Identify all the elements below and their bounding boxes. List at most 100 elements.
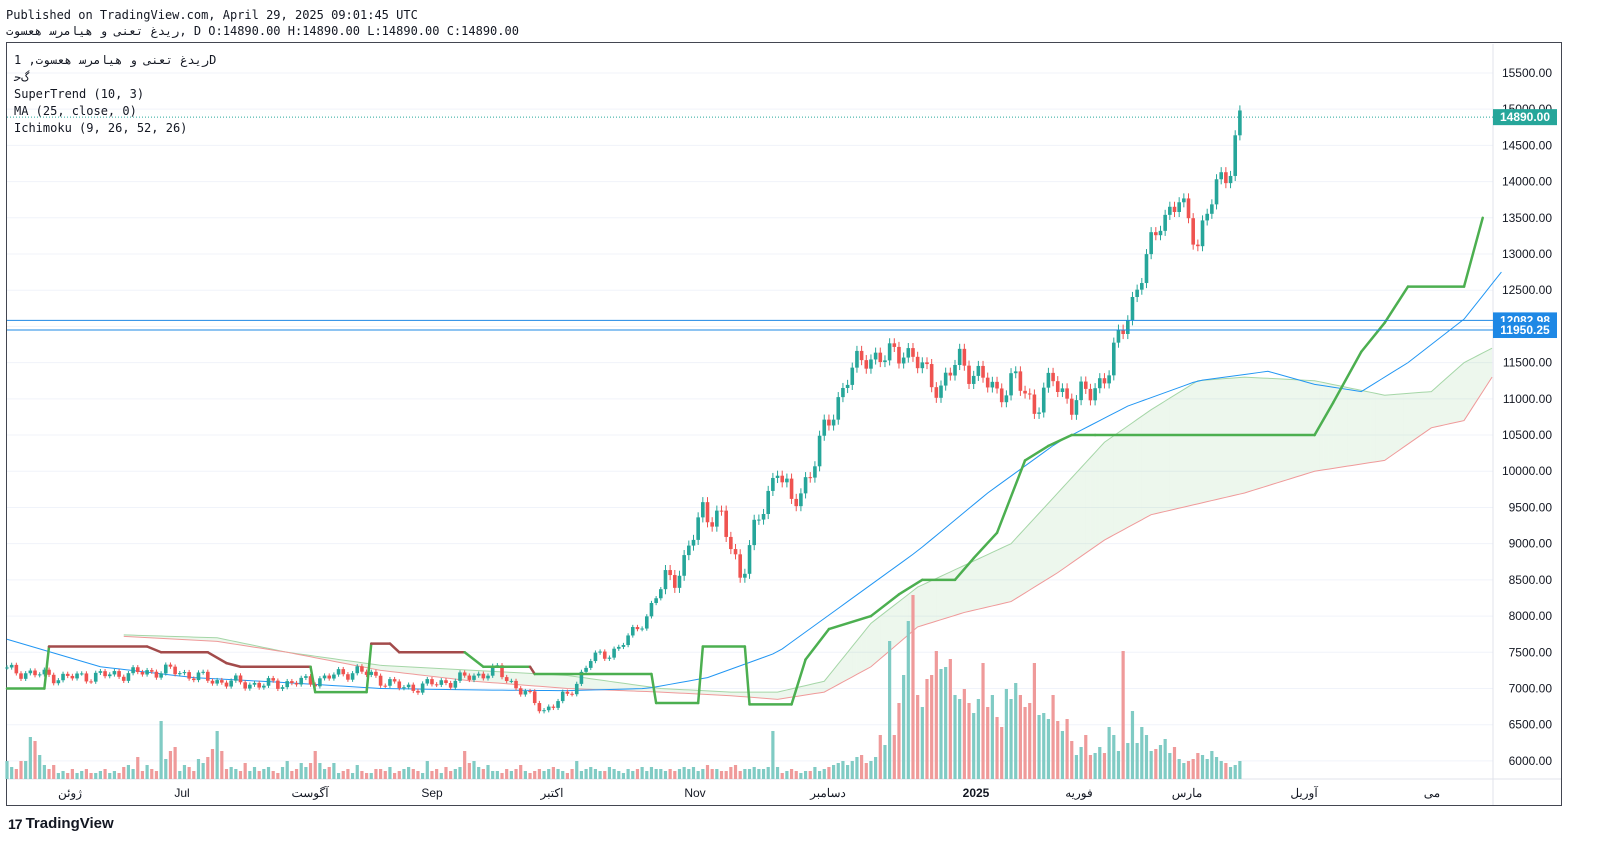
ma-legend[interactable]: MA (25, close, 0) — [14, 104, 137, 118]
volume-bar — [724, 771, 728, 779]
candle — [556, 698, 560, 711]
volume-bar — [1046, 719, 1051, 779]
candle — [392, 676, 397, 684]
candle-body — [453, 680, 458, 688]
cloud-segment — [870, 619, 876, 667]
candle — [696, 512, 700, 545]
candle-body — [149, 670, 154, 672]
candle-body — [747, 545, 752, 574]
x-tick-label: دسامبر — [809, 786, 846, 800]
cloud-segment — [203, 637, 208, 641]
volume-bar — [710, 769, 714, 779]
candle — [593, 650, 598, 664]
tradingview-brand[interactable]: 17 TradingView — [8, 815, 114, 832]
candle — [649, 600, 654, 619]
candle — [98, 669, 103, 675]
volume-bar — [659, 769, 663, 779]
candle-body — [659, 589, 663, 599]
candle-body — [1055, 381, 1060, 392]
cloud-segment — [1365, 391, 1371, 464]
candle-body — [98, 671, 103, 673]
cloud-segment — [1076, 467, 1082, 560]
cloud-segment — [595, 679, 601, 690]
candle — [1154, 227, 1158, 241]
candle-body — [369, 671, 374, 675]
cloud-segment — [1127, 422, 1133, 528]
candle-body — [467, 675, 472, 680]
candle — [990, 376, 995, 393]
supertrend-segment — [804, 627, 831, 661]
supertrend-segment — [206, 651, 228, 665]
cloud-segment — [623, 683, 629, 691]
volume-bar — [1098, 747, 1102, 779]
supertrend-legend[interactable]: SuperTrend (10, 3) — [14, 87, 145, 101]
candle — [9, 662, 14, 670]
volume-bar — [178, 771, 182, 779]
candle-body — [803, 477, 808, 494]
cloud-segment — [1011, 538, 1016, 602]
ichimoku-legend[interactable]: Ichimoku (9, 26, 52, 26) — [14, 121, 188, 135]
y-tick-label: 15500.00 — [1502, 66, 1552, 80]
y-tick-label: 9500.00 — [1509, 500, 1553, 514]
candle — [808, 472, 813, 483]
candle — [1032, 389, 1037, 419]
volume-bar — [10, 767, 14, 779]
candle — [453, 678, 458, 690]
candle-body — [107, 674, 112, 677]
candle-body — [154, 671, 159, 678]
candle — [621, 642, 626, 650]
volume-bar — [173, 747, 177, 779]
candle — [290, 678, 294, 686]
candle-body — [33, 670, 37, 676]
candle-body — [995, 381, 999, 389]
candle-body — [1196, 244, 1200, 247]
volume-bar — [533, 771, 537, 779]
volume-bar — [682, 767, 686, 779]
volume-bar — [668, 769, 672, 779]
supertrend-segment — [1313, 401, 1335, 437]
chart-pane[interactable] — [6, 42, 1562, 806]
candle-body — [1013, 371, 1018, 374]
candle — [948, 367, 953, 381]
volume-bar — [986, 707, 990, 779]
volume-bar — [761, 769, 766, 779]
volume-bar — [1238, 761, 1242, 779]
cloud-segment — [1445, 375, 1451, 425]
candle — [883, 355, 887, 368]
candle-body — [196, 672, 201, 681]
candle-body — [729, 536, 733, 550]
symbol-label[interactable]: ﺭﯾﺪﻍ ﺗﻌﻨﯽ ﻭ ﻫﯿﺎﻣﺮﺳ ﻫﻌﺴﻮﺕ, 1D — [14, 53, 217, 67]
ichimoku-cloud — [123, 348, 1493, 700]
candle-body — [897, 346, 901, 364]
cloud-segment — [1258, 377, 1264, 489]
candle — [23, 671, 28, 682]
candle — [374, 669, 378, 678]
cloud-segment — [1295, 379, 1301, 478]
volume-bar — [1135, 743, 1139, 779]
volume-bar — [598, 771, 602, 779]
volume-bar — [397, 771, 401, 779]
candle — [28, 668, 33, 676]
volume-bar — [1102, 753, 1107, 779]
senkou-span-a — [123, 347, 1493, 693]
cloud-segment — [936, 576, 941, 622]
candle-body — [168, 664, 173, 667]
volume-bar — [1144, 735, 1149, 779]
candle-body — [920, 362, 925, 369]
x-tick-label: فوریه — [1065, 786, 1093, 800]
volume-bar — [663, 771, 668, 779]
candle — [939, 380, 943, 403]
candle — [892, 338, 897, 352]
cloud-segment — [1286, 379, 1292, 480]
candle-body — [1158, 230, 1163, 236]
ohlc-line: ﺭﯾﺪﻍ ﺗﻌﻨﯽ ﻭ ﻫﯿﺎﻣﺮﺳ ﻫﻌﺴﻮﺕ, D O:14890.00 H… — [6, 24, 519, 38]
candle — [163, 662, 168, 676]
candle — [831, 414, 836, 431]
candle — [1130, 291, 1135, 326]
volume-bar — [696, 771, 700, 779]
candle-body — [224, 682, 229, 687]
candle — [738, 549, 742, 583]
candle-body — [1210, 204, 1214, 214]
candle-body — [883, 360, 887, 363]
